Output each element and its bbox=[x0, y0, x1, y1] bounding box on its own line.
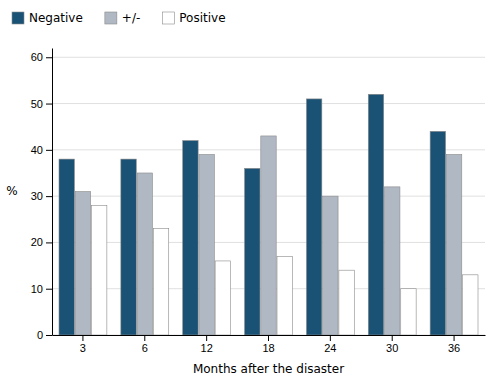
y-tick: 40 bbox=[31, 144, 52, 156]
bar bbox=[339, 270, 354, 335]
legend-label: Positive bbox=[179, 11, 225, 25]
y-tick: 60 bbox=[31, 51, 52, 63]
series bbox=[91, 205, 478, 335]
y-tick-mark bbox=[46, 335, 52, 336]
bar bbox=[446, 154, 461, 335]
y-tick: 20 bbox=[31, 236, 52, 248]
y-tick-mark bbox=[46, 289, 52, 290]
bar bbox=[199, 154, 214, 335]
bar bbox=[245, 168, 260, 335]
y-tick-label: 0 bbox=[37, 329, 43, 341]
y-tick: 50 bbox=[31, 98, 52, 110]
bar bbox=[137, 173, 152, 335]
bar bbox=[430, 131, 445, 335]
legend: Negative +/- Positive bbox=[12, 11, 226, 25]
y-axis: 0 10 20 30 40 50 60 bbox=[31, 49, 53, 342]
bar bbox=[323, 196, 338, 335]
y-tick-mark bbox=[46, 104, 52, 105]
x-tick-label: 12 bbox=[201, 342, 213, 354]
y-tick: 30 bbox=[31, 190, 52, 202]
y-tick-label: 20 bbox=[31, 236, 43, 248]
plot-area: 3612182430360102030405060 bbox=[31, 49, 486, 354]
legend-swatch bbox=[105, 12, 117, 24]
grid bbox=[52, 57, 485, 335]
x-tick-label: 30 bbox=[386, 342, 398, 354]
bars bbox=[59, 94, 478, 335]
legend-item: Positive bbox=[162, 11, 225, 25]
y-tick-label: 60 bbox=[31, 51, 43, 63]
x-tick: 24 bbox=[324, 335, 336, 354]
x-tick-label: 3 bbox=[80, 342, 86, 354]
bar bbox=[121, 159, 136, 335]
x-tick-mark bbox=[268, 335, 269, 341]
chart: 3612182430360102030405060Months after th… bbox=[0, 0, 500, 387]
grid-line bbox=[52, 103, 485, 104]
bar bbox=[261, 136, 276, 335]
grid-line bbox=[52, 57, 485, 58]
bar bbox=[401, 289, 416, 335]
x-tick: 30 bbox=[386, 335, 398, 354]
bar bbox=[368, 94, 383, 335]
y-tick-mark bbox=[46, 57, 52, 58]
legend-label: Negative bbox=[29, 11, 83, 25]
bar bbox=[91, 205, 106, 335]
x-axis-title: Months after the disaster bbox=[193, 362, 344, 376]
x-tick-mark bbox=[82, 335, 83, 341]
y-tick-label: 50 bbox=[31, 98, 43, 110]
x-tick-mark bbox=[330, 335, 331, 341]
legend-item: Negative bbox=[12, 11, 83, 25]
bar bbox=[277, 256, 292, 335]
y-tick: 0 bbox=[37, 329, 52, 341]
x-tick-mark bbox=[392, 335, 393, 341]
legend-swatch bbox=[12, 12, 24, 24]
x-tick-label: 36 bbox=[448, 342, 460, 354]
bar bbox=[215, 261, 230, 335]
bar bbox=[463, 275, 478, 335]
bar bbox=[183, 141, 198, 335]
x-tick-label: 6 bbox=[142, 342, 148, 354]
bar bbox=[153, 229, 168, 335]
x-tick-mark bbox=[454, 335, 455, 341]
x-tick-label: 24 bbox=[324, 342, 336, 354]
x-tick: 18 bbox=[262, 335, 274, 354]
legend-label: +/- bbox=[122, 11, 140, 25]
y-tick-label: 40 bbox=[31, 144, 43, 156]
y-axis-title: % bbox=[6, 184, 17, 198]
x-tick-mark bbox=[144, 335, 145, 341]
y-tick: 10 bbox=[31, 283, 52, 295]
bar bbox=[75, 192, 90, 336]
x-tick: 3 bbox=[80, 335, 86, 354]
legend-item: +/- bbox=[105, 11, 140, 25]
y-tick-mark bbox=[46, 242, 52, 243]
x-tick: 6 bbox=[142, 335, 148, 354]
x-tick: 12 bbox=[201, 335, 213, 354]
y-tick-label: 30 bbox=[31, 190, 43, 202]
y-tick-mark bbox=[46, 150, 52, 151]
legend-swatch bbox=[162, 12, 174, 24]
bar bbox=[59, 159, 74, 335]
y-tick-mark bbox=[46, 196, 52, 197]
series bbox=[59, 94, 446, 335]
y-tick-label: 10 bbox=[31, 283, 43, 295]
series bbox=[75, 136, 462, 335]
bar bbox=[306, 99, 321, 335]
x-axis: 361218243036 bbox=[53, 335, 486, 354]
x-tick-mark bbox=[206, 335, 207, 341]
x-tick: 36 bbox=[448, 335, 460, 354]
bar bbox=[385, 187, 400, 335]
x-tick-label: 18 bbox=[262, 342, 274, 354]
y-axis-line bbox=[52, 49, 53, 336]
